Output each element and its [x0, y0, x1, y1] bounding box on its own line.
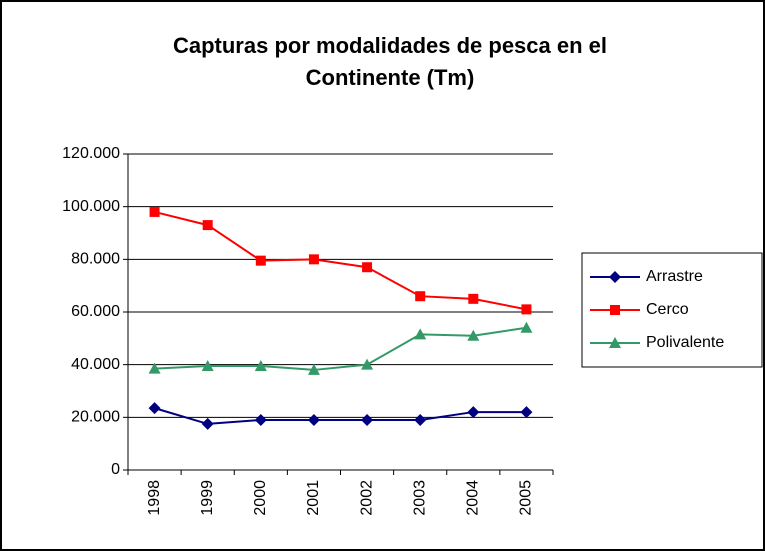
marker	[362, 262, 373, 273]
marker	[254, 359, 267, 371]
marker	[609, 271, 621, 283]
y-tick-label: 0	[111, 461, 120, 478]
marker	[609, 337, 621, 348]
marker	[201, 359, 214, 371]
x-tick-label: 2005	[518, 480, 535, 516]
marker	[521, 304, 532, 315]
marker	[361, 413, 374, 426]
marker	[414, 413, 427, 426]
x-tick-label: 2004	[465, 480, 482, 516]
marker	[361, 358, 374, 370]
marker	[148, 402, 161, 415]
marker	[520, 321, 533, 333]
marker	[467, 406, 480, 419]
marker	[414, 328, 427, 340]
x-tick-label: 2001	[305, 480, 322, 516]
x-tick-label: 2003	[411, 480, 428, 516]
x-tick-label: 2002	[358, 480, 375, 516]
marker	[149, 206, 160, 217]
legend-label: Arrastre	[646, 268, 703, 285]
y-tick-label: 60.000	[71, 303, 120, 320]
marker	[202, 220, 213, 231]
marker	[254, 413, 267, 426]
marker	[467, 329, 480, 341]
y-tick-label: 80.000	[71, 251, 120, 268]
marker	[307, 363, 320, 375]
marker	[610, 305, 620, 315]
marker	[255, 255, 266, 266]
marker	[520, 406, 533, 419]
y-tick-label: 20.000	[71, 409, 120, 426]
marker	[468, 293, 479, 304]
legend-label: Cerco	[646, 301, 689, 318]
y-tick-label: 40.000	[71, 356, 120, 373]
y-tick-label: 120.000	[62, 145, 120, 162]
series-line	[154, 210, 527, 311]
marker	[201, 417, 214, 430]
marker	[307, 413, 320, 426]
marker	[148, 362, 161, 374]
x-tick-label: 2000	[252, 480, 269, 516]
series-line	[154, 326, 527, 371]
marker	[415, 291, 426, 302]
series-line	[154, 407, 527, 425]
chart-title: Capturas por modalidades de pesca en el …	[172, 33, 608, 90]
x-tick-label: 1999	[199, 480, 216, 516]
legend-label: Polivalente	[646, 334, 724, 351]
y-tick-label: 100.000	[62, 198, 120, 215]
marker	[308, 254, 319, 265]
x-tick-label: 1998	[146, 480, 163, 516]
